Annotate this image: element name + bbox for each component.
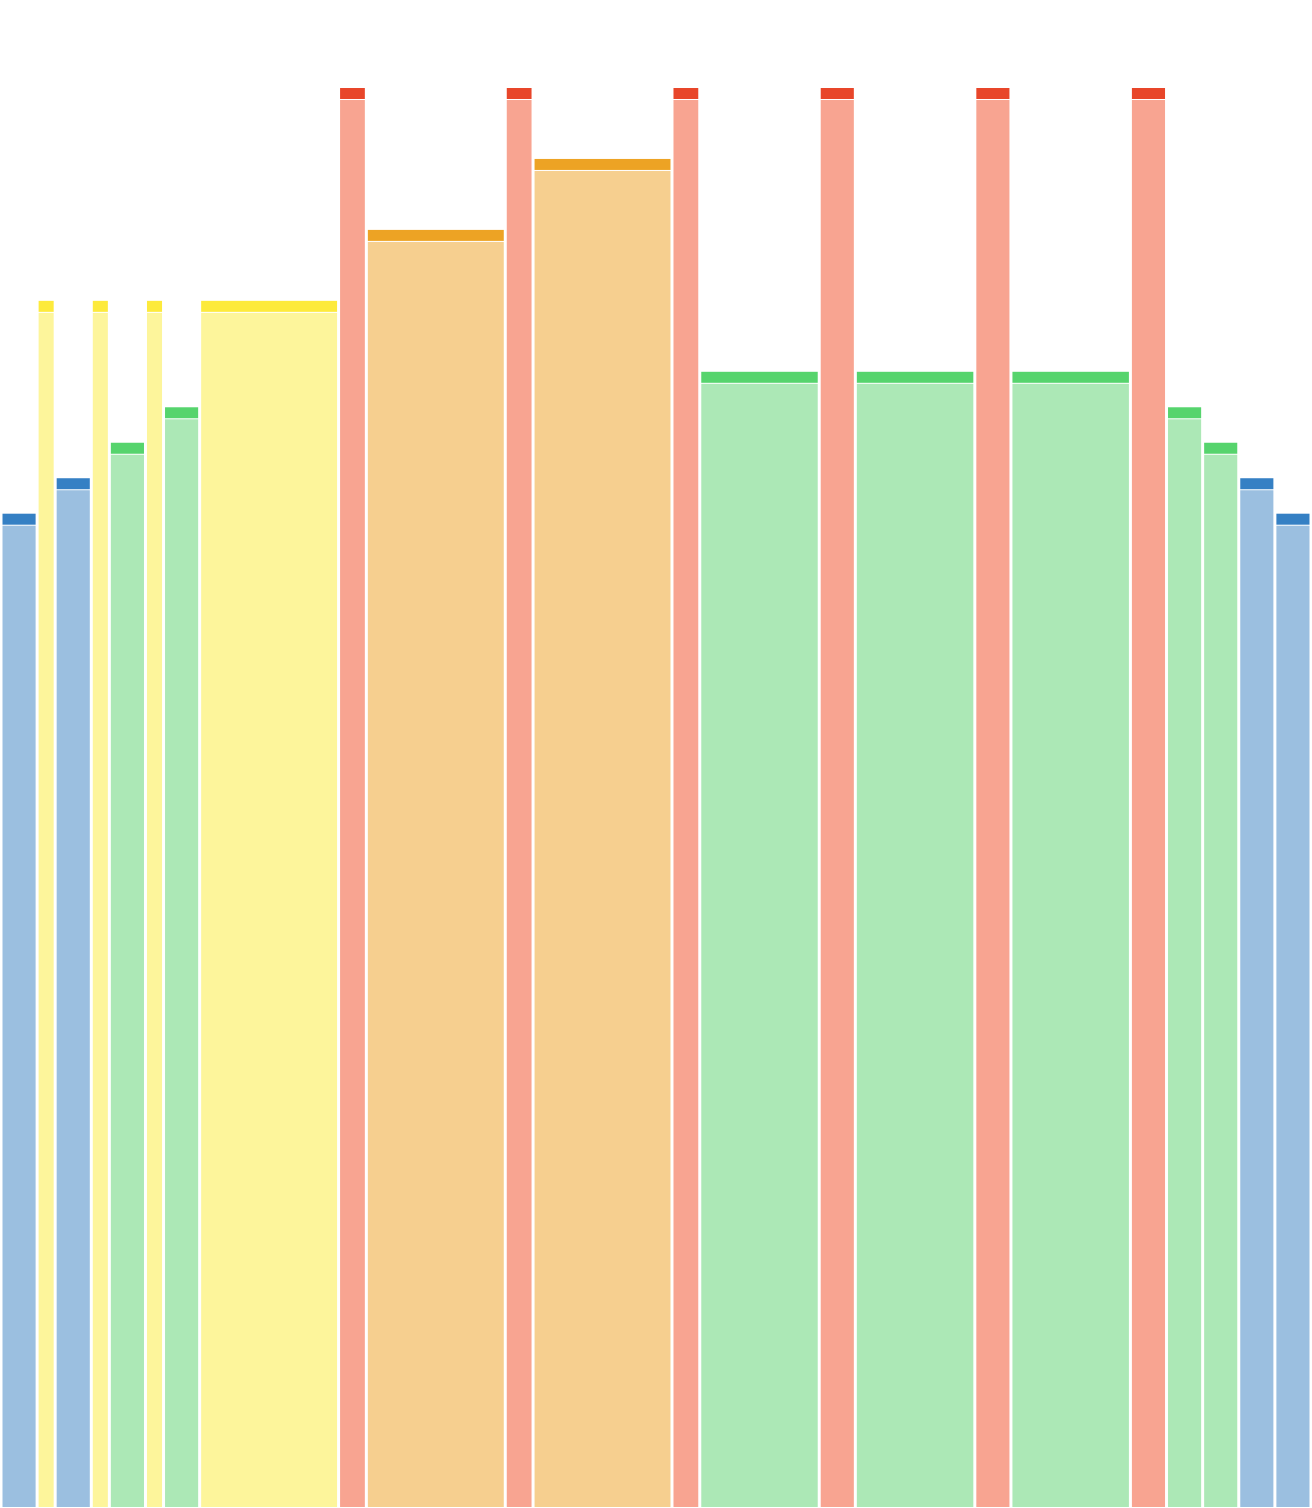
bar-cap	[1204, 442, 1238, 454]
bar-cap	[1276, 513, 1310, 525]
bar-body	[534, 170, 671, 1508]
bar-body	[976, 100, 1010, 1507]
bar-cap	[340, 88, 365, 99]
bar-cap	[701, 371, 818, 383]
bar-body	[1276, 525, 1310, 1507]
bar-cap	[56, 478, 90, 490]
bar-cap	[856, 371, 974, 383]
bar-cap	[92, 300, 108, 312]
bar-cap	[820, 88, 854, 99]
bar-body	[1131, 100, 1166, 1507]
bar-cap	[38, 300, 54, 312]
bar-6	[146, 300, 163, 1508]
bar-4	[92, 300, 108, 1508]
bar-body	[165, 419, 199, 1507]
bar-19	[1131, 88, 1166, 1507]
bar-8	[201, 300, 338, 1508]
bar-5	[110, 442, 144, 1507]
bar-body	[1204, 454, 1238, 1507]
bar-23	[1276, 513, 1310, 1507]
bar-body	[1240, 490, 1274, 1508]
bar-14	[701, 371, 818, 1507]
bar-9	[340, 88, 365, 1507]
bar-body	[367, 241, 504, 1507]
bar-cap	[2, 513, 36, 525]
bar-body	[1168, 419, 1202, 1507]
bar-3	[56, 478, 90, 1508]
bar-12	[534, 158, 671, 1508]
bar-cap	[367, 229, 504, 241]
bar-body	[146, 312, 163, 1508]
bar-body	[856, 383, 974, 1507]
bar-body	[110, 454, 144, 1507]
bar-cap	[1168, 407, 1202, 419]
bar-15	[820, 88, 854, 1507]
bar-body	[38, 312, 54, 1508]
bar-body	[701, 383, 818, 1507]
bar-21	[1204, 442, 1238, 1507]
bar-cap	[110, 442, 144, 454]
bar-cap	[201, 300, 338, 312]
bar-body	[1012, 383, 1129, 1507]
bar-17	[976, 88, 1010, 1507]
bar-20	[1168, 407, 1202, 1507]
bar-7	[165, 407, 199, 1507]
bar-cap	[1131, 88, 1166, 99]
bar-cap	[165, 407, 199, 419]
bar-body	[92, 312, 108, 1508]
bar-18	[1012, 371, 1129, 1507]
bar-body	[2, 525, 36, 1507]
bar-16	[856, 371, 974, 1507]
bars-layer	[2, 88, 1310, 1508]
bar-11	[506, 88, 532, 1507]
bar-cap	[146, 300, 163, 312]
bar-cap	[1240, 478, 1274, 490]
bar-cap	[673, 88, 699, 99]
bar-13	[673, 88, 699, 1507]
bar-22	[1240, 478, 1274, 1508]
bar-body	[673, 100, 699, 1507]
bar-cap	[1012, 371, 1129, 383]
bar-cap	[976, 88, 1010, 99]
bar-10	[367, 229, 504, 1507]
bar-body	[56, 490, 90, 1508]
bar-body	[820, 100, 854, 1507]
bar-body	[340, 100, 365, 1507]
bar-cap	[506, 88, 532, 99]
bar-body	[201, 312, 338, 1508]
bar-body	[506, 100, 532, 1507]
bar-1	[2, 513, 36, 1507]
bar-2	[38, 300, 54, 1508]
bar-cap	[534, 158, 671, 170]
